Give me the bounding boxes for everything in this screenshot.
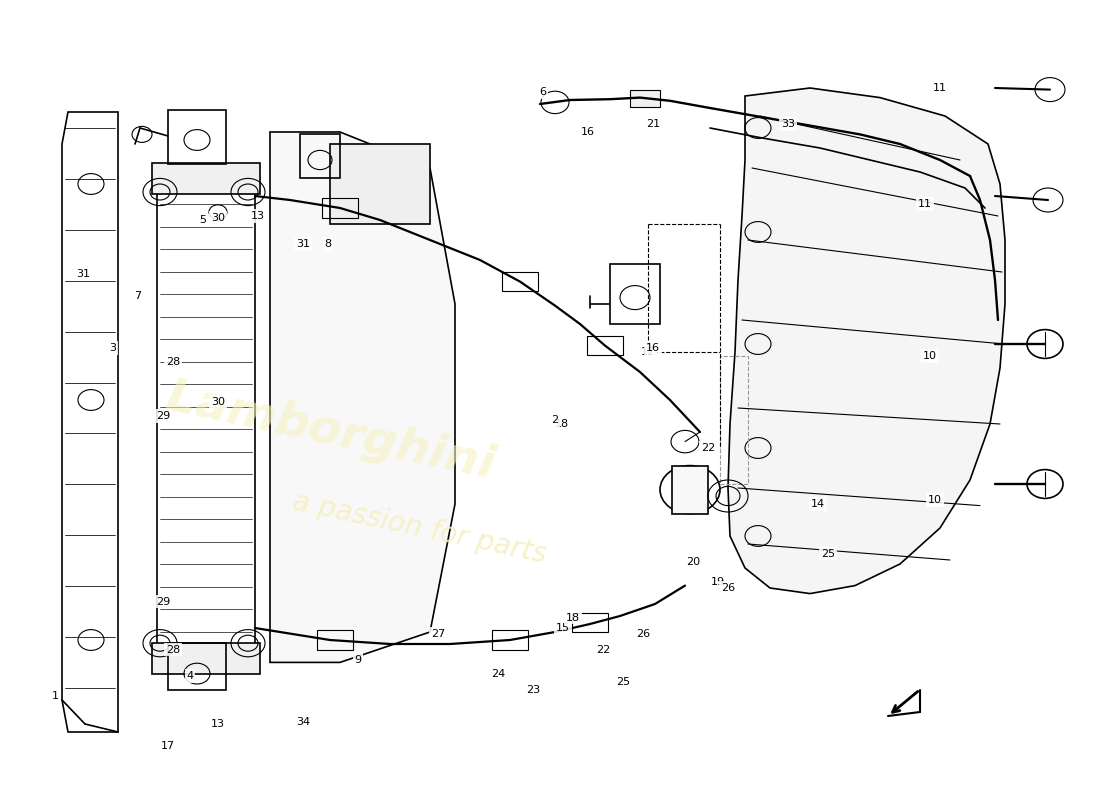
Text: 25: 25 [616,677,630,686]
Text: 16: 16 [646,343,660,353]
Bar [720,356,748,484]
Text: 16: 16 [581,127,595,137]
Bar [502,272,538,291]
Text: 30: 30 [211,397,226,406]
Text: 2: 2 [551,415,559,425]
Text: 21: 21 [646,119,660,129]
Circle shape [132,126,152,142]
Text: 18: 18 [565,613,580,622]
Text: 24: 24 [491,669,505,678]
Text: 11: 11 [933,83,947,93]
Text: 6: 6 [539,87,547,97]
Text: 10: 10 [928,495,942,505]
Polygon shape [728,88,1005,594]
Text: 7: 7 [134,291,142,301]
Bar [152,163,260,194]
Bar [587,336,623,355]
Text: 33: 33 [781,119,795,129]
Text: 22: 22 [701,443,715,453]
Text: 14: 14 [811,499,825,509]
Polygon shape [270,132,455,662]
Circle shape [209,205,227,219]
Bar [168,110,225,164]
Bar [672,466,708,514]
Text: 20: 20 [686,557,700,566]
Text: 13: 13 [251,211,265,221]
Text: 34: 34 [296,717,310,726]
Bar [300,134,340,178]
Text: 3: 3 [110,343,117,353]
Bar [168,643,225,690]
Bar [572,613,608,632]
Text: 29: 29 [156,597,170,606]
Text: 15: 15 [556,623,570,633]
Text: 30: 30 [211,213,226,222]
Bar [330,144,430,224]
Text: 26: 26 [636,629,650,638]
Text: 31: 31 [76,269,90,278]
Bar [322,198,358,218]
Bar [152,643,260,674]
Bar [630,90,660,107]
Text: 19: 19 [711,578,725,587]
Text: 29: 29 [156,411,170,421]
Text: 5: 5 [199,215,207,225]
Text: 4: 4 [186,671,194,681]
Text: Lamborghini: Lamborghini [162,375,498,489]
Text: 10: 10 [923,351,937,361]
Text: 22: 22 [596,645,611,654]
Text: a passion for parts: a passion for parts [290,487,550,569]
Text: 31: 31 [296,239,310,249]
Text: 18: 18 [554,419,569,429]
Bar [157,192,255,644]
Text: 26: 26 [720,583,735,593]
Text: 28: 28 [166,645,180,654]
Text: 23: 23 [526,685,540,694]
Text: 13: 13 [211,719,226,729]
Text: 11: 11 [918,199,932,209]
Text: 8: 8 [324,239,331,249]
Bar [492,630,528,650]
Text: 17: 17 [161,741,175,750]
Text: 27: 27 [431,629,446,638]
Text: 9: 9 [354,655,362,665]
Circle shape [674,477,706,502]
Text: 28: 28 [166,357,180,366]
Bar [317,630,353,650]
Bar [610,264,660,324]
Text: 1: 1 [52,691,58,701]
Text: 12: 12 [641,347,656,357]
Text: 25: 25 [821,549,835,558]
